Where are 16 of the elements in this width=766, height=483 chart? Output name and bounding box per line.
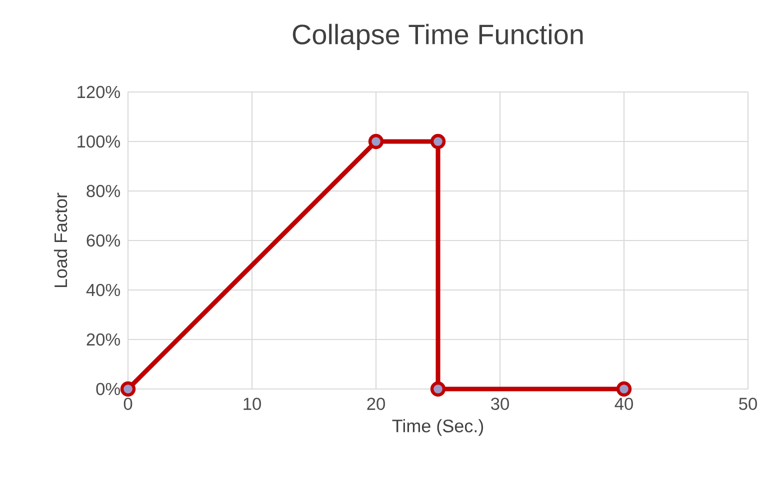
x-axis-title: Time (Sec.) [392, 419, 484, 436]
chart-title: Collapse Time Function [292, 24, 583, 50]
x-tick-label: 50 [739, 398, 757, 410]
y-tick-label: 60% [86, 234, 120, 247]
x-tick-label: 30 [491, 398, 509, 410]
x-tick-label: 10 [244, 398, 261, 410]
y-tick-label: 0% [96, 382, 120, 396]
y-tick-label: 20% [86, 333, 120, 346]
x-tick-label: 0 [124, 398, 132, 410]
y-tick-label: 100% [78, 135, 120, 148]
y-axis-title: Load Factor [54, 192, 68, 288]
y-tick-label: 120% [78, 86, 120, 98]
x-tick-label: 40 [614, 398, 633, 410]
x-tick-label: 20 [367, 398, 385, 410]
y-tick-label: 40% [86, 284, 120, 296]
y-tick-label: 80% [86, 184, 120, 198]
